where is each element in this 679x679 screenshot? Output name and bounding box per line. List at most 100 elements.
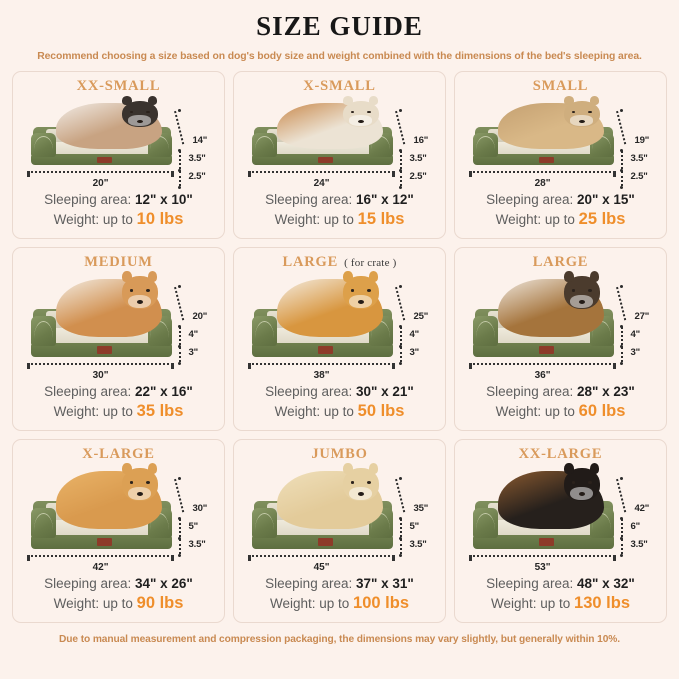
dog-graphic bbox=[497, 462, 604, 529]
dim-dot-low-top bbox=[178, 168, 182, 172]
size-card-specs: Sleeping area: 48" x 32" Weight: up to 1… bbox=[455, 575, 666, 622]
dog-nose bbox=[578, 492, 585, 497]
width-dimension-label: 20" bbox=[92, 178, 109, 190]
size-card[interactable]: XX-LARGE bbox=[454, 438, 667, 623]
dim-dot-mid-top bbox=[178, 324, 182, 328]
dog-ear-right bbox=[368, 270, 378, 282]
bed-arm-left bbox=[473, 316, 498, 347]
dim-dot-bottom bbox=[178, 361, 182, 365]
weight-line: Weight: up to 100 lbs bbox=[234, 593, 445, 615]
sleeping-area-label: Sleeping area: bbox=[486, 576, 577, 592]
dim-dot-top bbox=[178, 476, 182, 480]
size-card-specs: Sleeping area: 16" x 12" Weight: up to 1… bbox=[234, 191, 445, 238]
width-dimension-line bbox=[26, 554, 174, 561]
size-card[interactable]: XX-SMALL bbox=[12, 70, 225, 239]
dim-diagonal: 42" bbox=[634, 502, 650, 514]
dog-graphic bbox=[497, 270, 604, 337]
dim-dot-mid-top bbox=[620, 324, 624, 328]
size-name: LARGE bbox=[282, 253, 339, 270]
bed-arm-left bbox=[473, 132, 498, 157]
dog-ear-left bbox=[122, 462, 132, 474]
size-card-title: X-LARGE bbox=[82, 446, 154, 463]
dog-ear-left bbox=[122, 96, 132, 105]
sleeping-area-value: 30" x 21" bbox=[355, 384, 414, 400]
weight-label: Weight: up to bbox=[53, 403, 137, 419]
size-card[interactable]: X-SMALL bbox=[233, 70, 446, 239]
dim-low: 3.5" bbox=[409, 538, 427, 550]
dog-eye-right bbox=[366, 480, 371, 484]
height-dimensions: 20" 4" 3" bbox=[172, 281, 221, 365]
dog-head bbox=[563, 96, 600, 127]
dog-eye-right bbox=[366, 110, 371, 113]
dog-nose bbox=[357, 300, 364, 305]
weight-label: Weight: up to bbox=[495, 403, 579, 419]
size-card[interactable]: LARGE bbox=[454, 246, 667, 431]
height-dimensions: 14" 3.5" 2.5" bbox=[172, 105, 221, 189]
dim-line-low bbox=[621, 538, 624, 554]
dog-nose bbox=[357, 120, 364, 124]
brand-tag bbox=[539, 156, 554, 163]
bed-and-dog bbox=[472, 270, 616, 358]
weight-line: Weight: up to 25 lbs bbox=[455, 209, 666, 231]
sleeping-area-label: Sleeping area: bbox=[44, 192, 135, 208]
sleeping-area-label: Sleeping area: bbox=[265, 384, 356, 400]
bed-illustration: 20" 4" 3" 30" bbox=[13, 270, 224, 383]
size-card[interactable]: MEDIUM bbox=[12, 246, 225, 431]
dim-low: 3" bbox=[630, 346, 640, 358]
size-card-title: LARGE bbox=[533, 254, 589, 271]
size-name: XX-SMALL bbox=[76, 77, 161, 94]
dim-mid: 4" bbox=[409, 328, 419, 340]
dim-line-mid bbox=[400, 150, 403, 169]
dim-diagonal: 30" bbox=[192, 502, 208, 514]
width-dimension-line bbox=[468, 362, 616, 369]
dog-graphic bbox=[276, 462, 383, 529]
dim-line-mid bbox=[400, 518, 403, 537]
width-dimension-line bbox=[247, 362, 395, 369]
dog-nose bbox=[136, 492, 143, 497]
size-card[interactable]: LARGE ( for crate ) bbox=[233, 246, 446, 431]
dim-diagonal: 20" bbox=[192, 310, 208, 322]
dog-nose bbox=[357, 492, 364, 497]
dim-mid: 4" bbox=[188, 328, 198, 340]
size-card-title: SMALL bbox=[533, 78, 589, 95]
bed-arm-left bbox=[252, 132, 277, 157]
weight-line: Weight: up to 10 lbs bbox=[13, 209, 224, 231]
dim-dot-low-top bbox=[620, 344, 624, 348]
dog-graphic bbox=[55, 462, 162, 529]
bed-and-dog bbox=[251, 270, 395, 358]
sleeping-area-value: 16" x 12" bbox=[355, 192, 414, 208]
dog-eye-left bbox=[571, 480, 576, 484]
bed-and-dog bbox=[251, 96, 395, 166]
width-dimension-line bbox=[468, 554, 616, 561]
size-card[interactable]: JUMBO bbox=[233, 438, 446, 623]
height-dimensions: 35" 5" 3.5" bbox=[393, 473, 442, 557]
dim-dot-bottom bbox=[620, 553, 624, 557]
width-dimension-label: 38" bbox=[313, 370, 330, 382]
dog-ear-right bbox=[368, 462, 378, 474]
size-card-specs: Sleeping area: 28" x 23" Weight: up to 6… bbox=[455, 383, 666, 430]
dim-line-low bbox=[400, 170, 403, 186]
dim-low: 3" bbox=[409, 346, 419, 358]
width-dimension-line bbox=[26, 362, 174, 369]
dim-dot-top bbox=[178, 284, 182, 288]
dim-dot-mid-top bbox=[178, 148, 182, 152]
dim-mid: 3.5" bbox=[188, 152, 206, 164]
dim-diagonal: 19" bbox=[634, 134, 650, 146]
bed-illustration: 42" 6" 3.5" 53" bbox=[455, 462, 666, 575]
size-card[interactable]: SMALL bbox=[454, 70, 667, 239]
width-dimension-label: 28" bbox=[534, 178, 551, 190]
size-card[interactable]: X-LARGE bbox=[12, 438, 225, 623]
weight-label: Weight: up to bbox=[274, 211, 358, 227]
width-dimension-line bbox=[26, 170, 174, 177]
sleeping-area-label: Sleeping area: bbox=[486, 192, 577, 208]
dim-dot-low-top bbox=[620, 536, 624, 540]
dim-diagonal: 25" bbox=[413, 310, 429, 322]
size-name: X-LARGE bbox=[82, 445, 155, 462]
dim-line-mid bbox=[179, 518, 182, 537]
weight-label: Weight: up to bbox=[53, 211, 137, 227]
dog-eye-right bbox=[587, 110, 592, 113]
dim-diagonal: 16" bbox=[413, 134, 429, 146]
dim-line-mid bbox=[621, 150, 624, 169]
width-dimension-line bbox=[247, 554, 395, 561]
size-name: JUMBO bbox=[311, 445, 368, 462]
